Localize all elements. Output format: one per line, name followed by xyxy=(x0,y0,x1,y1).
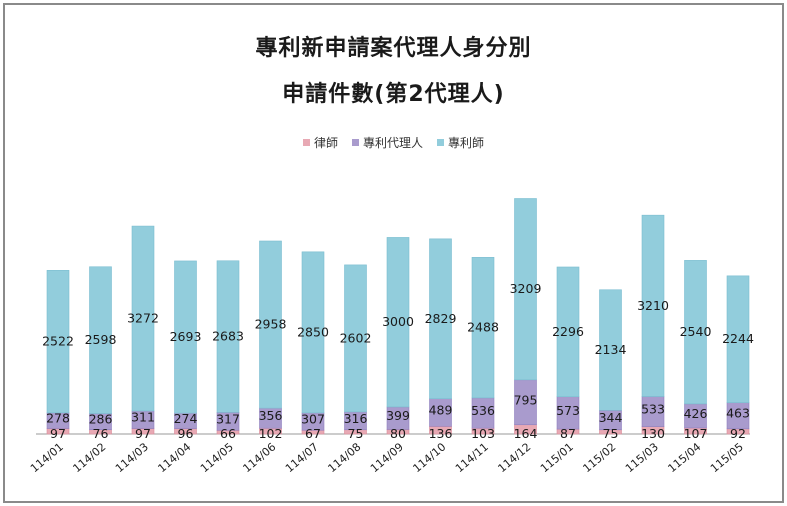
data-label-patent-agent-114-02: 286 xyxy=(89,412,113,427)
bar-patent-attorney-114-01 xyxy=(46,270,70,414)
legend-label-lawyer: 律師 xyxy=(313,136,338,150)
data-label-patent-agent-115-05: 463 xyxy=(726,406,750,421)
data-label-patent-attorney-115-04: 2540 xyxy=(680,324,712,339)
bar-patent-attorney-114-06 xyxy=(259,240,282,409)
bar-patent-attorney-114-05 xyxy=(216,260,240,413)
data-label-lawyer-114-11: 103 xyxy=(471,426,495,441)
legend-swatch-patent-agent xyxy=(351,139,359,146)
data-label-patent-agent-114-11: 536 xyxy=(471,403,495,418)
bar-patent-attorney-114-04 xyxy=(174,260,197,414)
data-label-lawyer-115-01: 87 xyxy=(560,426,576,441)
data-label-patent-agent-114-10: 489 xyxy=(429,403,453,418)
bar-patent-attorney-115-01 xyxy=(556,266,580,398)
data-label-patent-attorney-115-01: 2296 xyxy=(552,324,584,339)
data-label-patent-attorney-114-05: 2683 xyxy=(212,329,244,344)
bar-patent-attorney-114-08 xyxy=(344,264,367,413)
data-label-lawyer-114-07: 67 xyxy=(305,426,321,441)
data-label-patent-attorney-114-11: 2488 xyxy=(467,320,499,335)
data-label-patent-agent-114-06: 356 xyxy=(259,408,283,423)
bar-patent-attorney-114-09 xyxy=(386,237,410,408)
data-label-patent-attorney-114-01: 2522 xyxy=(42,334,74,349)
data-label-lawyer-115-02: 75 xyxy=(603,426,619,441)
bar-patent-attorney-114-03 xyxy=(131,225,155,412)
data-label-patent-attorney-114-02: 2598 xyxy=(85,332,117,347)
x-tick-label-114-03: 114/03 xyxy=(113,440,151,475)
bar-patent-attorney-115-02 xyxy=(599,289,622,411)
data-label-patent-agent-115-02: 344 xyxy=(599,410,623,425)
bar-patent-attorney-115-03 xyxy=(641,214,665,397)
data-label-lawyer-114-04: 96 xyxy=(178,426,194,441)
bar-patent-attorney-115-05 xyxy=(726,275,750,403)
data-label-patent-agent-114-05: 317 xyxy=(216,411,240,426)
data-label-patent-attorney-114-08: 2602 xyxy=(340,330,372,345)
data-label-patent-attorney-114-10: 2829 xyxy=(425,311,457,326)
legend-item-patent-attorney: 專利師 xyxy=(437,134,484,151)
data-label-patent-attorney-114-09: 3000 xyxy=(382,314,414,329)
data-label-patent-attorney-114-06: 2958 xyxy=(255,317,287,332)
data-label-patent-attorney-115-03: 3210 xyxy=(637,298,669,313)
legend-label-patent-attorney: 專利師 xyxy=(448,136,485,150)
chart-title: 專利新申請案代理人身分別 xyxy=(255,36,532,61)
data-label-patent-attorney-115-05: 2244 xyxy=(722,331,754,346)
x-tick-label-114-10: 114/10 xyxy=(410,440,448,475)
data-label-patent-agent-114-01: 278 xyxy=(46,411,70,426)
data-label-lawyer-114-02: 76 xyxy=(93,426,109,441)
data-label-lawyer-114-09: 80 xyxy=(390,426,406,441)
bar-patent-attorney-114-07 xyxy=(301,251,325,414)
chart-legend: 律師 專利代理人 專利師 xyxy=(0,134,787,151)
x-tick-label-115-04: 115/04 xyxy=(665,440,703,475)
data-label-lawyer-114-01: 97 xyxy=(50,426,66,441)
data-label-patent-agent-114-09: 399 xyxy=(386,408,410,423)
chart-subtitle: 申請件數(第2代理人) xyxy=(282,82,505,107)
bar-patent-attorney-114-02 xyxy=(89,266,112,414)
x-tick-label-114-07: 114/07 xyxy=(283,440,321,475)
data-label-lawyer-115-03: 130 xyxy=(641,426,665,441)
data-label-lawyer-114-12: 164 xyxy=(514,426,538,441)
x-tick-label-114-11: 114/11 xyxy=(453,440,491,475)
data-label-lawyer-114-10: 136 xyxy=(429,426,453,441)
legend-swatch-patent-attorney xyxy=(437,139,444,146)
x-tick-label-114-02: 114/02 xyxy=(70,440,108,475)
data-label-patent-attorney-114-07: 2850 xyxy=(297,324,329,339)
x-tick-label-114-12: 114/12 xyxy=(495,440,533,475)
data-label-patent-agent-114-08: 316 xyxy=(344,411,368,426)
data-label-patent-attorney-114-12: 3209 xyxy=(510,281,542,296)
data-label-patent-attorney-114-03: 3272 xyxy=(127,311,159,326)
x-tick-label-114-08: 114/08 xyxy=(325,440,363,475)
data-label-patent-agent-114-04: 274 xyxy=(174,411,198,426)
legend-label-patent-agent: 專利代理人 xyxy=(362,136,423,150)
data-label-patent-agent-115-03: 533 xyxy=(641,402,665,417)
x-tick-label-114-06: 114/06 xyxy=(240,440,278,475)
legend-item-patent-agent: 專利代理人 xyxy=(351,134,423,151)
data-label-patent-agent-115-04: 426 xyxy=(684,406,708,421)
data-label-patent-agent-115-01: 573 xyxy=(556,403,580,418)
data-label-lawyer-114-08: 75 xyxy=(348,426,364,441)
x-tick-label-115-02: 115/02 xyxy=(580,440,618,475)
bar-patent-attorney-114-10 xyxy=(429,238,452,399)
x-tick-label-114-09: 114/09 xyxy=(368,440,406,475)
bar-patent-attorney-115-04 xyxy=(684,260,707,405)
data-label-patent-attorney-115-02: 2134 xyxy=(595,342,627,357)
data-label-lawyer-114-06: 102 xyxy=(259,426,283,441)
x-tick-label-115-05: 115/05 xyxy=(708,440,746,475)
data-label-lawyer-114-05: 66 xyxy=(220,426,236,441)
data-label-lawyer-115-04: 107 xyxy=(684,426,708,441)
data-label-lawyer-114-03: 97 xyxy=(135,426,151,441)
data-label-patent-agent-114-07: 307 xyxy=(301,412,325,427)
x-tick-label-114-05: 114/05 xyxy=(198,440,236,475)
x-tick-label-114-04: 114/04 xyxy=(155,440,193,475)
data-label-lawyer-115-05: 92 xyxy=(730,426,746,441)
x-tick-label-115-03: 115/03 xyxy=(623,440,661,475)
data-label-patent-agent-114-03: 311 xyxy=(131,410,155,425)
data-label-patent-agent-114-12: 795 xyxy=(514,392,538,407)
legend-item-lawyer: 律師 xyxy=(302,134,338,151)
legend-swatch-lawyer xyxy=(302,139,310,146)
x-tick-label-114-01: 114/01 xyxy=(28,440,66,475)
bar-patent-attorney-114-11 xyxy=(471,257,495,399)
data-label-patent-attorney-114-04: 2693 xyxy=(170,329,202,344)
x-tick-label-115-01: 115/01 xyxy=(538,440,576,475)
bar-patent-attorney-114-12 xyxy=(514,198,537,381)
